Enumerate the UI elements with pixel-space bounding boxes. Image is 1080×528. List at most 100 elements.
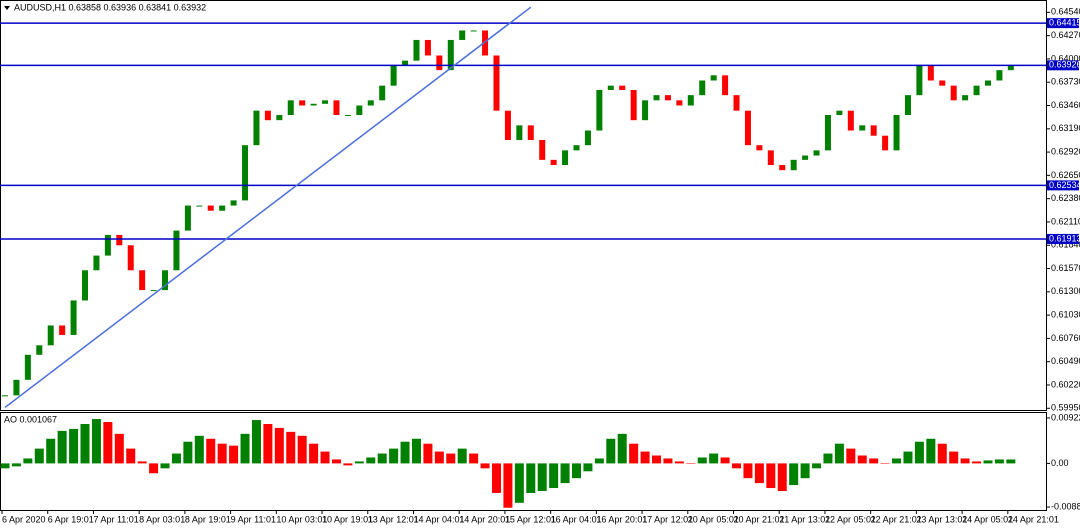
ao-bar — [434, 451, 444, 464]
ao-bar — [949, 451, 959, 464]
candle — [722, 75, 729, 96]
candle — [379, 85, 386, 101]
candle — [276, 114, 283, 121]
ao-bar — [652, 455, 662, 464]
ao-bar — [686, 463, 696, 464]
x-tick-label: 22 Apr 21:01 — [871, 514, 922, 524]
candle — [139, 270, 146, 291]
ao-bar — [46, 438, 56, 464]
ao-bar — [914, 441, 924, 464]
candle — [882, 135, 889, 151]
ao-bar — [594, 458, 604, 464]
ao-bar — [834, 443, 844, 464]
candle — [264, 110, 271, 121]
x-tick-label: 20 Apr 21:01 — [734, 514, 785, 524]
ao-bar — [892, 458, 902, 464]
x-tick-label: 10 Apr 19:01 — [322, 514, 373, 524]
ao-bar — [297, 435, 307, 464]
ao-bar — [537, 463, 547, 491]
y-tick-label: 0.009229 — [1051, 412, 1080, 422]
candle — [996, 70, 1003, 81]
ao-title: AO 0.001067 — [4, 414, 57, 424]
candle — [539, 140, 546, 160]
chart-title: AUDUSD,H1 0.63858 0.63936 0.63841 0.6393… — [14, 2, 206, 12]
candle — [962, 95, 969, 101]
ao-bar — [411, 438, 421, 464]
ao-bar — [880, 463, 890, 464]
x-tick-label: 21 Apr 13:01 — [779, 514, 830, 524]
candle — [550, 159, 557, 166]
ao-bar — [903, 451, 913, 464]
candle — [36, 345, 43, 355]
candle — [584, 130, 591, 146]
ao-bar — [754, 463, 764, 484]
x-tick-label: 15 Apr 12:01 — [505, 514, 556, 524]
ao-bar — [240, 433, 250, 464]
candle — [916, 64, 923, 96]
ao-bar — [812, 463, 822, 469]
candle — [939, 80, 946, 86]
candle — [47, 325, 54, 346]
ao-bar — [114, 433, 124, 464]
ao-bar — [823, 453, 833, 464]
ao-bar — [583, 463, 593, 472]
candle — [184, 205, 191, 231]
candle — [390, 64, 397, 86]
candle — [973, 85, 980, 96]
x-tick-label: 6 Apr 19:01 — [48, 514, 94, 524]
candle — [813, 150, 820, 156]
candle — [527, 125, 534, 141]
ao-bar — [503, 463, 513, 508]
x-tick-label: 16 Apr 20:01 — [596, 514, 647, 524]
ao-bar — [57, 430, 67, 464]
menu-arrow — [4, 6, 10, 10]
ao-bar — [11, 463, 21, 467]
ao-bar — [480, 463, 490, 469]
candle — [870, 125, 877, 136]
x-tick-label: 8 Apr 19:01 — [185, 514, 231, 524]
candle — [607, 85, 614, 90]
candle — [230, 200, 237, 206]
candle — [802, 155, 809, 160]
candle — [127, 245, 134, 271]
ao-bar — [320, 451, 330, 464]
x-tick-label: 23 Apr 13:01 — [916, 514, 967, 524]
ao-bar — [617, 433, 627, 464]
ao-bar — [777, 463, 787, 491]
x-tick-label: 13 Apr 12:01 — [368, 514, 419, 524]
ao-bar — [217, 443, 227, 464]
candle — [904, 95, 911, 115]
ao-bar — [697, 457, 707, 464]
ao-bar — [1006, 459, 1016, 464]
candle — [504, 110, 511, 141]
level-tag — [1047, 18, 1079, 29]
ao-bar — [206, 438, 216, 464]
ao-bar — [560, 463, 570, 484]
x-tick-label: 20 Apr 05:01 — [688, 514, 739, 524]
ao-bar — [251, 420, 261, 464]
ao-bar — [149, 463, 159, 474]
ao-bar — [423, 443, 433, 464]
candle — [927, 64, 934, 81]
candle — [116, 234, 123, 246]
candle — [13, 379, 20, 396]
candle — [287, 100, 294, 115]
x-tick-label: 16 Apr 04:01 — [551, 514, 602, 524]
candle — [82, 270, 89, 301]
ao-bar — [846, 448, 856, 464]
candle — [402, 60, 409, 65]
candle — [573, 145, 580, 151]
candle — [310, 103, 317, 106]
ao-bar — [983, 460, 993, 464]
ao-bar — [274, 427, 284, 464]
candle — [699, 80, 706, 96]
candle — [824, 114, 831, 151]
level-tag — [1047, 233, 1079, 244]
candle — [2, 395, 8, 397]
